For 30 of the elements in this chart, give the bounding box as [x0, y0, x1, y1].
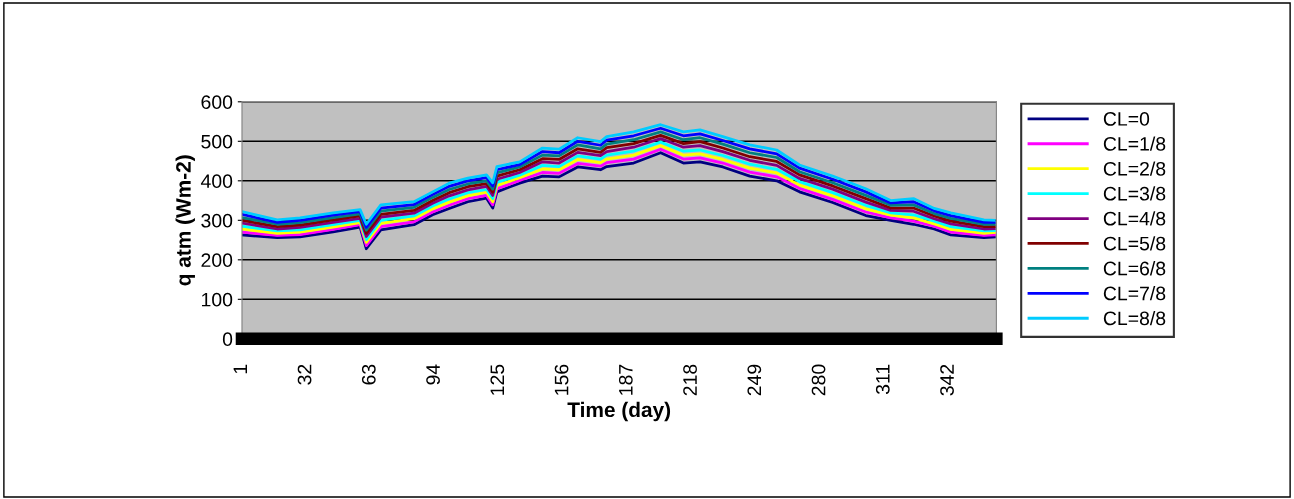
y-tick-label: 300: [201, 213, 233, 228]
x-tick-label: 94: [426, 364, 440, 385]
legend-label: CL=8/8: [1103, 310, 1166, 326]
y-tick-label: 0: [222, 332, 233, 347]
legend-label: CL=2/8: [1103, 161, 1166, 176]
x-tick-label: 125: [490, 364, 505, 395]
x-tick-label: 342: [940, 364, 954, 396]
x-tick-label: 1: [233, 364, 248, 374]
legend-label: CL=4/8: [1103, 211, 1166, 226]
y-tick-label: 600: [201, 95, 233, 110]
x-tick-label: 249: [747, 364, 762, 396]
legend-label: CL=1/8: [1103, 136, 1166, 151]
y-tick-label: 100: [201, 292, 233, 307]
x-tick-label: 187: [618, 364, 633, 395]
x-tick-label: 311: [875, 364, 890, 395]
y-tick-label: 200: [201, 253, 233, 268]
y-axis-title: q atm (Wm-2): [175, 155, 195, 286]
x-tick-label: 63: [361, 364, 376, 385]
y-tick-label: 400: [200, 174, 233, 189]
x-tick-label: 280: [811, 364, 826, 396]
legend-label: CL=7/8: [1103, 286, 1166, 301]
legend-label: CL=0: [1103, 112, 1150, 126]
x-tick-label: 156: [554, 364, 569, 395]
legend-label: CL=6/8: [1103, 261, 1166, 276]
x-tick-label: 32: [297, 364, 312, 385]
legend-label: CL=3/8: [1103, 186, 1166, 201]
x-axis-title: Time (day): [567, 401, 671, 422]
x-tick-label: 218: [683, 364, 697, 396]
y-tick-label: 500: [201, 134, 233, 149]
legend-label: CL=5/8: [1103, 236, 1166, 251]
